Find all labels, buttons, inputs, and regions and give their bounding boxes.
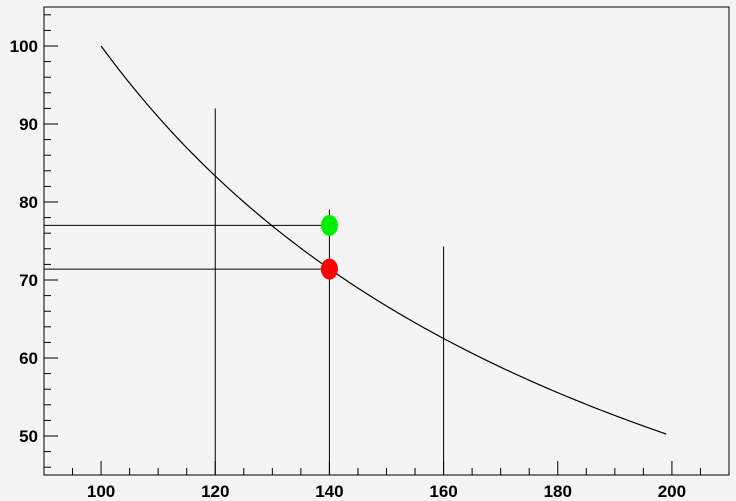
data-points xyxy=(320,214,338,280)
y-tick-label: 100 xyxy=(10,37,38,56)
data-point xyxy=(320,214,338,236)
x-tick-label: 200 xyxy=(658,482,686,501)
axis-tick-labels: 100 120 140 160 180 200 50 60 70 80 90 100 xyxy=(10,37,686,501)
x-tick-label: 100 xyxy=(87,482,115,501)
axis-ticks xyxy=(43,14,730,475)
y-tick-label: 60 xyxy=(19,349,38,368)
x-tick-label: 180 xyxy=(544,482,572,501)
y-tick-label: 80 xyxy=(19,193,38,212)
data-point xyxy=(320,258,338,280)
curve-line xyxy=(100,45,667,435)
x-tick-label: 160 xyxy=(429,482,457,501)
y-tick-label: 70 xyxy=(19,271,38,290)
plot-frame xyxy=(43,6,730,476)
y-tick-label: 90 xyxy=(19,115,38,134)
y-tick-label: 50 xyxy=(19,427,38,446)
x-tick-label: 120 xyxy=(201,482,229,501)
x-tick-label: 140 xyxy=(315,482,343,501)
reference-lines xyxy=(44,108,445,475)
